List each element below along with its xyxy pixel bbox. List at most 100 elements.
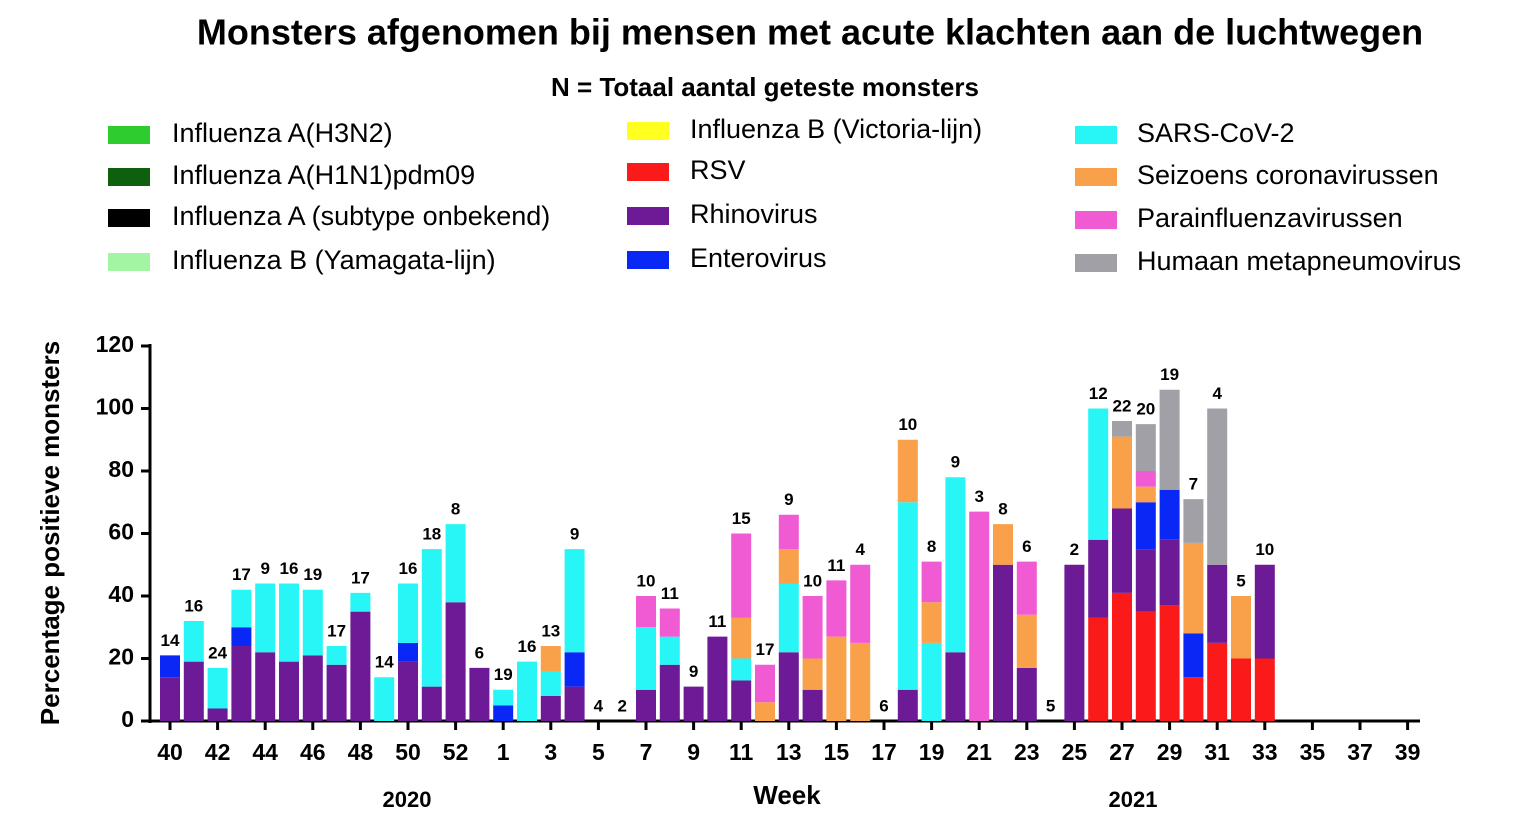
bar-segment [897,502,918,690]
bar-label: 13 [541,621,560,640]
bar-segment [326,646,347,665]
bar-label: 6 [1022,537,1031,556]
bar-segment [279,661,299,721]
bar-segment [1254,564,1275,659]
bar-segment [1135,471,1156,487]
bar-segment [350,592,371,612]
bar-segment [160,677,180,721]
bar-segment [921,561,942,603]
bar-segment [993,524,1013,565]
bar-label: 8 [998,500,1007,519]
chart-title: Monsters afgenomen bij mensen met acute … [197,12,1423,53]
bar-segment [326,664,347,721]
x-tick-label: 11 [729,739,754,765]
bar-segment [564,652,585,687]
bar-segment [302,589,323,656]
bar-label: 11 [827,556,845,575]
bar-label: 9 [689,662,698,681]
bar-segment [1135,549,1156,612]
y-axis-label: Percentage positieve monsters [35,341,65,725]
y-tick-label: 40 [108,581,134,607]
bar-segment [1183,499,1204,543]
bar-segment [731,617,752,659]
bar-segment [1207,642,1228,721]
bar-segment [707,636,728,721]
bar-segment [1207,408,1228,565]
bar-label: 19 [494,665,513,684]
bar-segment [659,664,680,721]
legend-label: RSV [690,155,746,185]
bar-segment [421,549,442,687]
bar-segment [540,671,561,696]
bar-label: 6 [475,643,484,662]
bar-segment [445,602,466,721]
legend-swatch [108,253,150,271]
legend-label: Humaan metapneumovirus [1137,246,1461,276]
bar-segment [778,583,799,653]
bar-segment [1135,611,1156,721]
bar-segment [1135,486,1156,503]
bar-label: 16 [399,559,418,578]
bar-segment [659,636,680,665]
bar-segment [755,702,775,721]
legend-label: Influenza A(H1N1)pdm09 [172,160,475,190]
bar-label: 7 [1189,475,1198,494]
bar-segment [445,524,466,603]
x-tick-label: 33 [1252,739,1278,765]
bar-segment [1183,633,1204,678]
bar-label: 10 [637,571,656,590]
x-tick-label: 25 [1062,739,1088,765]
y-tick-label: 100 [96,394,134,420]
bar-segment [1112,421,1132,437]
bar-segment [421,686,442,721]
bar-segment [207,667,228,709]
legend-label: Rhinovirus [690,199,818,229]
bar-segment [755,664,775,703]
x-tick-label: 21 [966,739,992,765]
bar-segment [374,677,395,721]
bar-label: 19 [303,565,322,584]
bar-segment [1135,502,1156,550]
bar-label: 6 [879,696,888,715]
legend-label: Influenza A(H3N2) [172,118,393,148]
year-label: 2020 [383,787,432,812]
bar-segment [731,533,752,618]
bar-segment [398,583,418,643]
bar-segment [897,689,918,721]
bar-segment [1159,539,1180,606]
x-axis-label: Week [753,780,821,810]
x-tick-label: 27 [1109,739,1135,765]
bar-segment [398,661,418,721]
bar-segment [1064,564,1085,721]
y-tick-label: 20 [108,644,134,670]
legend-label: Influenza B (Yamagata-lijn) [172,245,496,275]
bar-segment [897,439,918,503]
x-tick-label: 31 [1204,739,1230,765]
year-label: 2021 [1109,787,1158,812]
bar-segment [517,661,537,721]
bar-segment [1159,605,1180,721]
legend-label: SARS-CoV-2 [1137,118,1295,148]
bar-segment [969,511,990,721]
bar-label: 9 [784,490,793,509]
x-tick-label: 35 [1300,739,1326,765]
bar-segment [255,652,276,721]
bar-segment [850,642,871,721]
bar-segment [826,636,847,721]
bar-segment [1183,542,1204,634]
bar-segment [1159,489,1180,540]
bar-segment [207,708,228,721]
legend-swatch [1075,211,1117,229]
bar-segment [1159,389,1180,490]
chart-subtitle: N = Totaal aantal geteste monsters [551,72,979,102]
bar-segment [802,689,823,721]
bar-segment [1016,667,1037,721]
bar-segment [636,627,656,690]
bar-segment [659,608,680,637]
legend-swatch [1075,254,1117,272]
bar-label: 4 [855,540,865,559]
bar-segment [731,658,752,681]
y-tick-label: 120 [96,331,134,357]
legend-label: Enterovirus [690,243,827,273]
